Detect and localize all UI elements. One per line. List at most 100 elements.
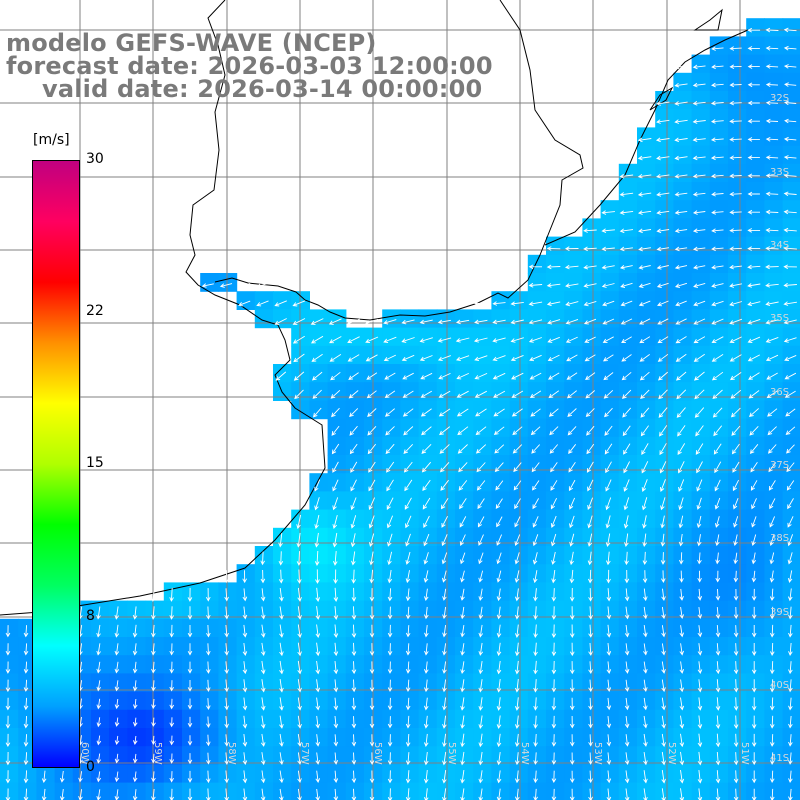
wind-arrow (675, 318, 687, 325)
wind-arrow (711, 228, 724, 233)
wind-arrow (387, 624, 393, 638)
wind-arrow (437, 319, 451, 325)
wind-arrow (460, 733, 465, 748)
wind-speed-cell (746, 36, 765, 56)
wind-speed-cell (273, 382, 292, 401)
wind-speed-cell (655, 254, 674, 274)
wind-speed-cell (163, 582, 183, 602)
wind-speed-cell (527, 673, 547, 693)
wind-speed-cell (145, 618, 165, 638)
wind-arrow (460, 606, 465, 620)
wind-speed-cell (527, 418, 547, 438)
wind-speed-cell (728, 582, 747, 602)
wind-arrow (569, 569, 575, 584)
wind-speed-cell (600, 691, 620, 711)
wind-arrow (765, 118, 779, 124)
wind-speed-cell (728, 109, 747, 128)
wind-speed-cell (728, 546, 747, 565)
wind-arrow (637, 137, 652, 143)
wind-speed-cell (746, 309, 765, 329)
wind-arrow (637, 192, 652, 197)
wind-speed-cell (254, 291, 274, 310)
wind-arrow (551, 788, 557, 800)
wind-speed-cell (127, 618, 147, 638)
wind-arrow (442, 733, 447, 748)
wind-speed-cell (455, 655, 474, 674)
wind-arrow (478, 552, 484, 565)
wind-speed-cell (291, 400, 310, 420)
wind-arrow (351, 734, 357, 747)
wind-speed-cell (655, 200, 674, 219)
wind-speed-cell (455, 546, 474, 565)
wind-arrow (96, 661, 101, 674)
wind-arrow (674, 210, 688, 215)
wind-speed-cell (691, 163, 711, 183)
wind-speed-cell (618, 728, 638, 747)
wind-speed-cell (254, 764, 274, 784)
wind-arrow (551, 551, 556, 565)
wind-arrow (151, 735, 156, 746)
wind-arrow (588, 734, 593, 747)
wind-speed-cell (618, 746, 638, 765)
wind-arrow (551, 588, 557, 602)
wind-arrow (747, 155, 760, 160)
wind-arrow (765, 27, 779, 33)
wind-arrow (601, 210, 615, 215)
wind-speed-cell (400, 345, 420, 365)
wind-arrow (769, 624, 775, 638)
wind-speed-cell (345, 327, 365, 347)
wind-arrow (714, 516, 720, 528)
wind-arrow (459, 534, 466, 546)
wind-speed-cell (691, 509, 711, 529)
wind-arrow (765, 283, 779, 288)
wind-speed-cell (91, 782, 110, 800)
wind-speed-cell (782, 418, 800, 438)
wind-speed-cell (728, 655, 747, 674)
wind-arrow (711, 173, 724, 179)
wind-speed-cell (637, 236, 656, 256)
wind-speed-cell (764, 127, 784, 147)
wind-speed-cell (91, 655, 110, 674)
wind-arrow (620, 282, 633, 288)
wind-speed-cell (0, 673, 19, 693)
wind-arrow (514, 642, 520, 657)
longitude-label: 52W (666, 742, 677, 765)
wind-arrow (460, 661, 465, 675)
wind-speed-cell (436, 655, 456, 674)
wind-arrow (401, 337, 415, 343)
wind-arrow (5, 697, 11, 711)
wind-speed-cell (746, 637, 765, 656)
wind-arrow (533, 770, 538, 784)
wind-speed-cell (673, 509, 693, 529)
wind-arrow (187, 788, 193, 800)
wind-arrow (386, 497, 394, 510)
wind-speed-cell (291, 564, 310, 583)
wind-speed-cell (600, 582, 620, 602)
wind-arrow (547, 319, 561, 325)
wind-arrow (224, 643, 229, 656)
wind-speed-cell (309, 546, 329, 565)
wind-arrow (602, 300, 615, 307)
wind-speed-cell (309, 691, 329, 711)
wind-speed-cell (582, 618, 602, 638)
wind-arrow (659, 443, 667, 456)
wind-arrow (714, 479, 721, 492)
wind-speed-cell (291, 382, 310, 401)
longitude-labels: 60W 59W 58W 57W 56W 55W 54W 53W 52W 51W (79, 742, 750, 765)
wind-speed-cell (582, 655, 602, 674)
wind-speed-cell (709, 182, 729, 201)
wind-speed-cell (728, 600, 747, 620)
wind-arrow (242, 788, 248, 800)
wind-arrow (187, 587, 193, 602)
wind-arrow (332, 497, 339, 511)
wind-arrow (657, 318, 669, 325)
wind-speed-cell (273, 364, 292, 383)
wind-speed-cell (327, 491, 347, 511)
wind-speed-cell (691, 273, 711, 292)
wind-arrow (315, 697, 321, 711)
wind-arrow (783, 337, 797, 343)
wind-speed-cell (618, 400, 638, 420)
wind-arrow (315, 587, 321, 602)
wind-arrow (511, 390, 524, 398)
wind-arrow (566, 372, 578, 380)
